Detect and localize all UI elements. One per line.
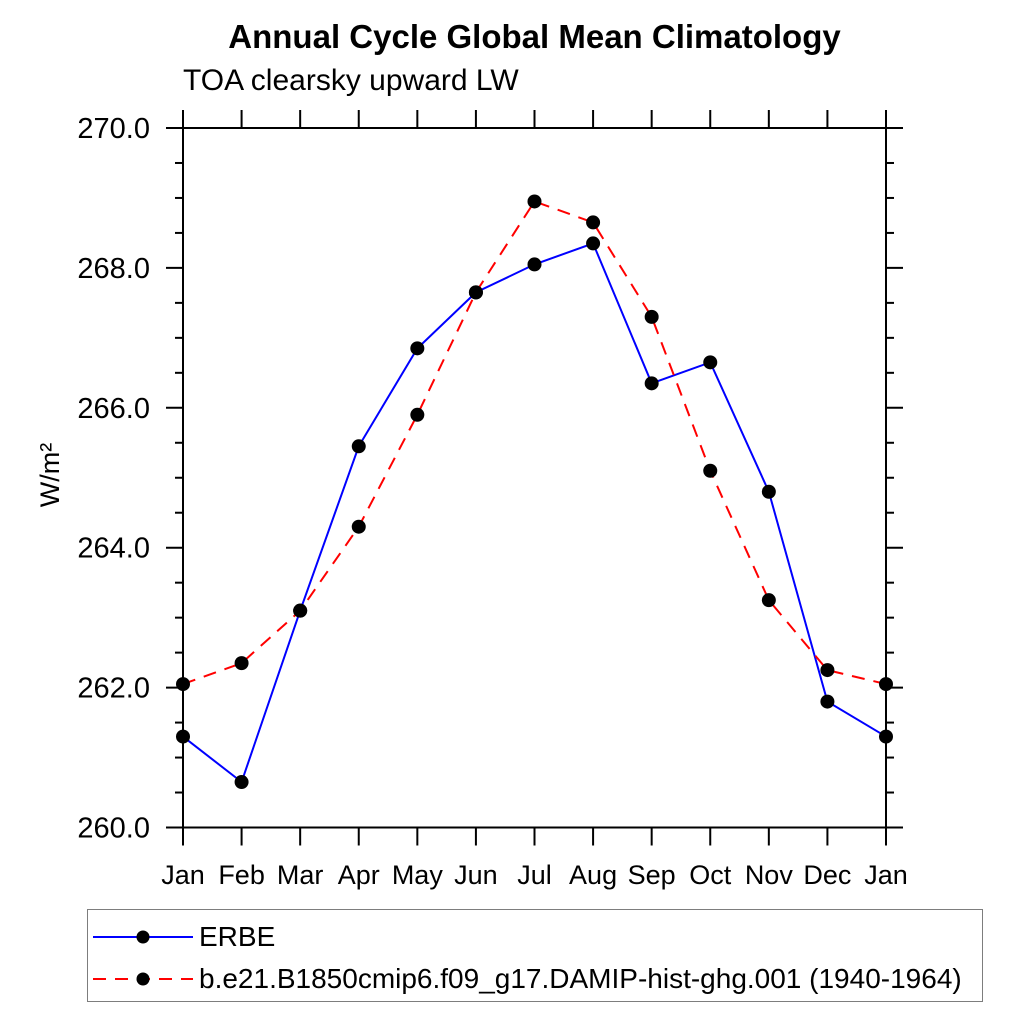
y-tick-label: 264.0 [77,533,150,565]
legend-label-erbe: ERBE [199,921,276,952]
y-tick-label: 268.0 [77,253,150,285]
legend-line-sample-model [93,972,193,986]
data-point-marker [527,194,542,209]
data-point-marker [703,355,718,370]
y-tick-label: 262.0 [77,673,150,705]
y-tick-label: 266.0 [77,393,150,425]
data-point-marker [293,603,308,618]
x-tick-label: Oct [689,860,732,890]
data-point-marker [410,341,425,356]
data-point-marker [586,236,601,251]
data-point-marker [644,376,659,391]
data-point-marker [820,694,835,709]
chart-subtitle: TOA clearsky upward LW [183,64,519,97]
data-point-marker [234,775,249,790]
y-tick-label: 260.0 [77,813,150,845]
series-erbe [176,236,893,790]
data-point-marker [879,677,893,692]
x-axis-ticks [182,110,887,846]
y-axis-labels: 260.0 262.0 264.0 266.0 268.0 270.0 [77,113,150,845]
y-axis-ticks [166,127,903,829]
x-tick-label: Dec [803,860,851,890]
data-point-marker [410,407,425,422]
axis-frame [182,127,887,829]
x-tick-label: May [392,860,444,890]
chart-title: Annual Cycle Global Mean Climatology [228,18,841,55]
legend: ERBE b.e21.B1850cmip6.f09_g17.DAMIP-hist… [87,909,983,1002]
data-point-marker [234,656,249,671]
data-point-marker [527,257,542,272]
x-tick-label: Feb [218,860,265,890]
y-tick-label: 270.0 [77,113,150,145]
x-tick-label: Apr [338,860,380,890]
data-point-marker [176,677,190,692]
data-point-marker [879,729,893,744]
data-point-marker [468,285,483,300]
x-tick-label: Nov [745,860,794,890]
x-tick-label: Aug [569,860,617,890]
x-tick-label: Jun [454,860,498,890]
x-tick-label: Jan [161,860,205,890]
data-point-marker [351,439,366,454]
data-point-marker [176,729,190,744]
data-point-marker [644,309,659,324]
legend-line-sample-erbe [93,930,193,944]
series-line [182,200,887,686]
data-point-marker [586,215,601,230]
legend-label-model: b.e21.B1850cmip6.f09_g17.DAMIP-hist-ghg.… [199,963,962,994]
data-point-marker [761,593,776,608]
data-point-marker [820,663,835,678]
data-point-marker [351,519,366,534]
x-tick-label: Sep [628,860,676,890]
legend-item-erbe: ERBE [93,921,276,952]
x-axis-labels: Jan Feb Mar Apr May Jun Jul Aug Sep Oct Nov Dec Jan [161,860,908,890]
data-point-marker [703,463,718,478]
data-point-marker [761,484,776,499]
series-line [182,242,887,784]
x-tick-label: Jan [864,860,908,890]
x-tick-label: Mar [277,860,324,890]
x-tick-label: Jul [517,860,552,890]
series-model [176,194,893,692]
legend-item-model: b.e21.B1850cmip6.f09_g17.DAMIP-hist-ghg.… [93,963,962,994]
